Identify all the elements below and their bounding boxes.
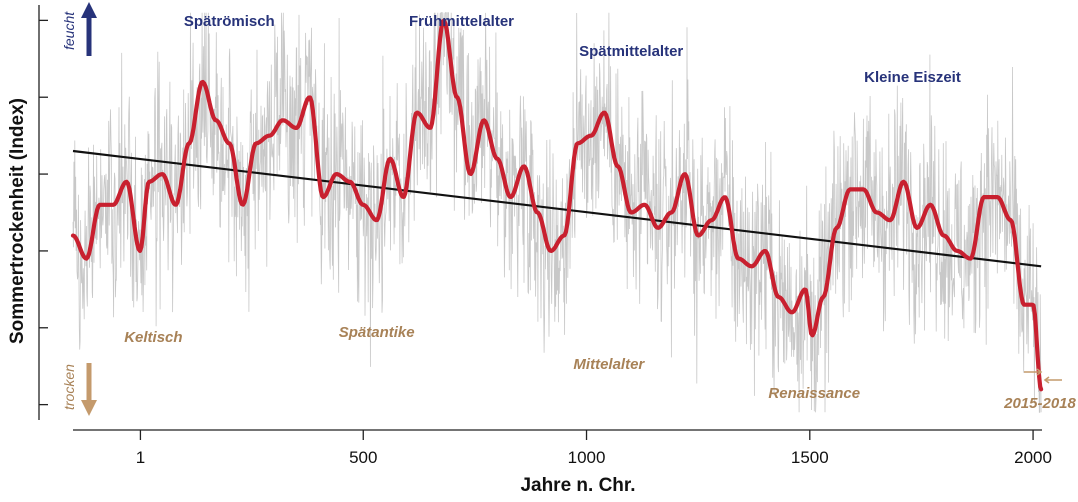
period-label-wet-1: Frühmittelalter xyxy=(409,13,514,30)
x-tick-label-0: 1 xyxy=(136,448,145,467)
down-arrow-icon xyxy=(81,363,97,416)
up-arrow-icon xyxy=(81,2,97,56)
x-ticks: 1 500 1000 1500 2000 xyxy=(136,430,1052,467)
recent-period-arrows-icon xyxy=(1024,368,1062,384)
x-tick-label-4: 2000 xyxy=(1014,448,1052,467)
period-labels: Spätrömisch Frühmittelalter Spätmittelalte… xyxy=(124,13,1076,412)
period-label-dry-2: Mittelalter xyxy=(573,356,645,373)
smoothed-series-line xyxy=(70,18,1044,392)
period-label-dry-3: Renaissance xyxy=(768,385,860,402)
y-axis-title: Sommertrockenheit (Index) xyxy=(7,98,28,344)
period-label-dry-1: Spätantike xyxy=(339,324,415,341)
period-label-wet-0: Spätrömisch xyxy=(184,13,275,30)
x-tick-label-2: 1000 xyxy=(568,448,606,467)
x-axis-title: Jahre n. Chr. xyxy=(520,475,635,496)
period-label-dry-0: Keltisch xyxy=(124,329,182,346)
period-label-wet-3: Kleine Eiszeit xyxy=(864,69,961,86)
period-label-dry-4: 2015-2018 xyxy=(1003,395,1076,412)
x-tick-label-3: 1500 xyxy=(791,448,829,467)
period-label-wet-2: Spätmittelalter xyxy=(579,43,683,60)
trocken-label: trocken xyxy=(61,364,77,410)
annual-series xyxy=(72,12,1042,413)
feucht-label: feucht xyxy=(61,11,77,50)
x-tick-label-1: 500 xyxy=(349,448,377,467)
annual-series-line xyxy=(72,12,1042,413)
y-ticks xyxy=(39,19,48,406)
